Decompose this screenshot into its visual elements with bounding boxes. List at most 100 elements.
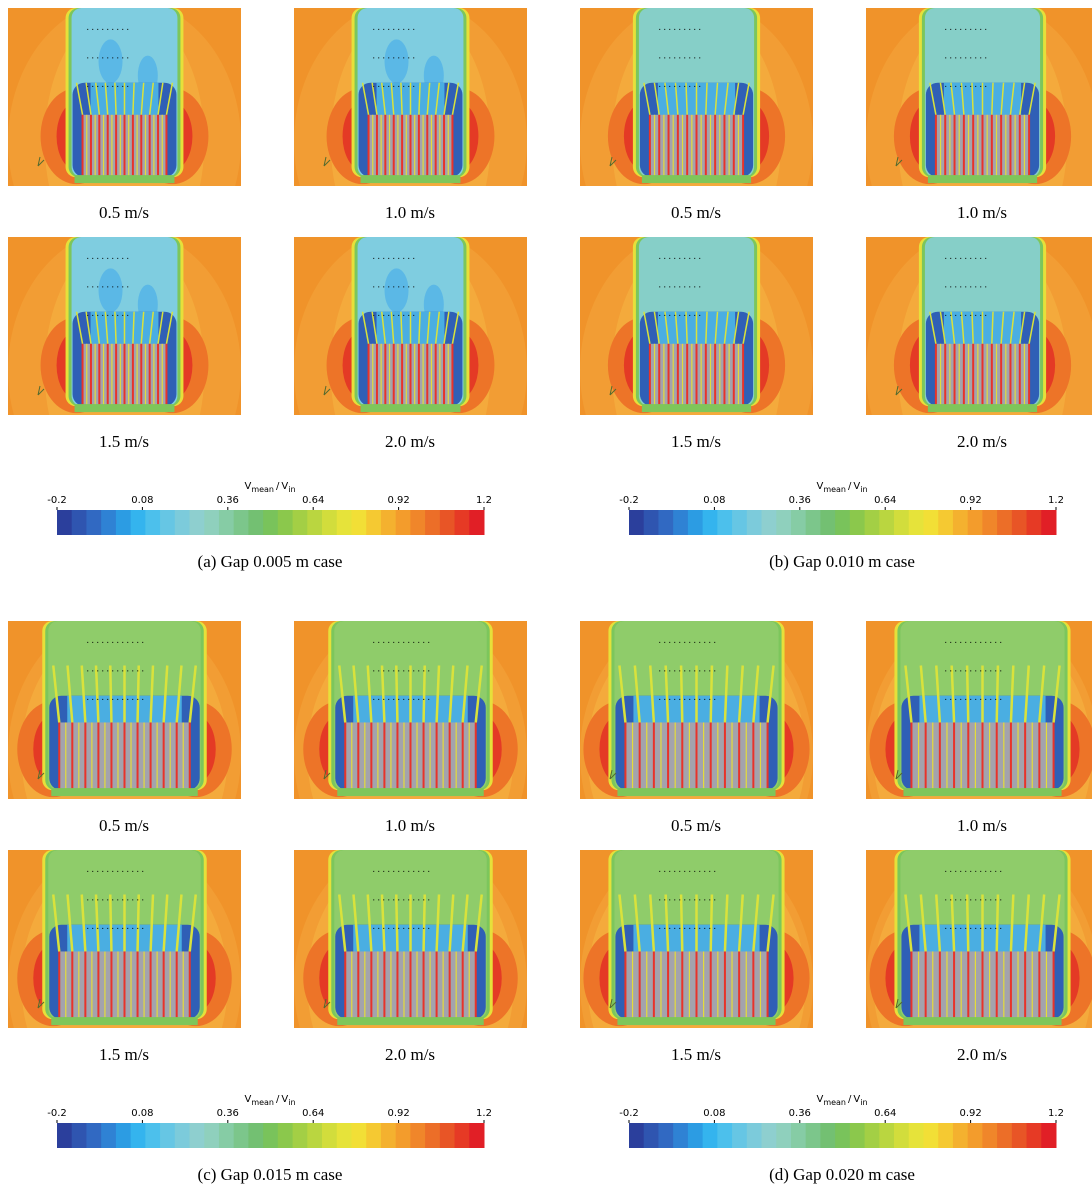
colorbar-swatch [175, 510, 190, 535]
subscript: in [288, 1098, 295, 1107]
base-strip [75, 404, 175, 412]
base-strip [642, 404, 751, 412]
colorbar-tick-label: 0.08 [703, 495, 725, 506]
vortex [99, 39, 123, 83]
colorbar-swatch [879, 1123, 894, 1148]
colorbar-swatch [747, 510, 762, 535]
colorbar-swatch [160, 510, 175, 535]
colorbar-swatch [396, 1123, 411, 1148]
colorbar-swatch [337, 510, 352, 535]
vortex [385, 39, 409, 83]
colorbar-swatch [732, 1123, 747, 1148]
colorbar-swatch [850, 1123, 865, 1148]
colorbar-swatch [909, 1123, 924, 1148]
colorbar-swatch [923, 510, 938, 535]
separator: / [848, 481, 852, 492]
colorbar-swatch [410, 510, 425, 535]
plot-label: 1.0 m/s [957, 816, 1007, 835]
colorbar-swatch [629, 510, 644, 535]
subscript: in [288, 485, 295, 494]
colorbar-swatch [425, 510, 440, 535]
colorbar-swatch [717, 1123, 732, 1148]
colorbar-swatch [835, 1123, 850, 1148]
colorbar-swatch [820, 510, 835, 535]
colorbar-swatch [248, 510, 263, 535]
contour-plot [294, 228, 527, 513]
base-strip [903, 1017, 1061, 1025]
colorbar-tick-label: 0.36 [789, 1108, 811, 1119]
colorbar-swatch [440, 1123, 455, 1148]
colorbar-swatch [673, 510, 688, 535]
colorbar-tick-label: -0.2 [619, 495, 639, 506]
colorbar-tick-label: 1.2 [476, 495, 492, 506]
contour-plot [8, 228, 241, 513]
plot-label: 1.0 m/s [385, 203, 435, 222]
colorbar-swatch [293, 510, 308, 535]
colorbar-tick-label: 0.36 [789, 495, 811, 506]
colorbar-swatch [1012, 1123, 1027, 1148]
colorbar-swatch [190, 510, 205, 535]
colorbar-swatch [820, 1123, 835, 1148]
colorbar-swatch [116, 1123, 131, 1148]
colorbar-swatch [248, 1123, 263, 1148]
separator: / [276, 481, 280, 492]
colorbar-swatch [658, 510, 673, 535]
base-strip [928, 404, 1037, 412]
colorbar-tick-label: 0.92 [959, 495, 981, 506]
colorbar-swatch [366, 1123, 381, 1148]
colorbar-swatch [717, 510, 732, 535]
plot-label: 1.5 m/s [671, 432, 721, 451]
jet [138, 666, 139, 723]
colorbar-swatch [953, 510, 968, 535]
colorbar-swatch [469, 510, 484, 535]
colorbar-tick-label: 1.2 [1048, 1108, 1064, 1119]
colorbar-swatch [982, 1123, 997, 1148]
colorbar-swatch [219, 510, 234, 535]
colorbar-swatch [263, 1123, 278, 1148]
contour-plot [866, 841, 1092, 1126]
colorbar-swatch [703, 1123, 718, 1148]
colorbar-swatch [190, 1123, 205, 1148]
colorbar-swatch [234, 1123, 249, 1148]
colorbar-swatch [806, 510, 821, 535]
colorbar-swatch [455, 1123, 470, 1148]
colorbar-swatch [688, 1123, 703, 1148]
base-strip [928, 175, 1037, 183]
colorbar-swatch [762, 510, 777, 535]
colorbar-swatch [101, 510, 116, 535]
colorbar-tick-label: 0.92 [959, 1108, 981, 1119]
colorbar-swatch [322, 510, 337, 535]
colorbar-swatch [791, 1123, 806, 1148]
colorbar-swatch [1041, 1123, 1056, 1148]
colorbar-swatch [688, 510, 703, 535]
colorbar-swatch [997, 510, 1012, 535]
base-strip [51, 788, 197, 796]
page: {"panels": [ {"caption": "(a) Gap 0.005 … [0, 0, 1092, 1190]
colorbar-tick-label: 1.2 [1048, 495, 1064, 506]
colorbar-swatch [381, 1123, 396, 1148]
colorbar-swatch [160, 1123, 175, 1148]
panel-caption: (b) Gap 0.010 m case [769, 552, 915, 571]
panel: 0.5 m/s1.0 m/s1.5 m/s2.0 m/s-0.20.080.36… [580, 612, 1092, 1184]
colorbar-swatch [145, 1123, 160, 1148]
colorbar-swatch [909, 510, 924, 535]
plot-label: 0.5 m/s [99, 203, 149, 222]
colorbar-swatch [278, 1123, 293, 1148]
jet [110, 666, 111, 723]
jet [681, 666, 682, 723]
base-strip [617, 1017, 775, 1025]
base-strip [642, 175, 751, 183]
subscript: mean [251, 485, 274, 494]
jet [967, 666, 968, 723]
colorbar-title: Vmean/Vin [244, 1094, 295, 1107]
plot-label: 1.5 m/s [99, 432, 149, 451]
subscript: mean [251, 1098, 274, 1107]
panel-caption: (d) Gap 0.020 m case [769, 1165, 915, 1184]
colorbar-swatch [732, 510, 747, 535]
base-strip [903, 788, 1061, 796]
colorbar-swatch [791, 510, 806, 535]
plot-label: 1.0 m/s [385, 816, 435, 835]
separator: / [848, 1094, 852, 1105]
base-strip [75, 175, 175, 183]
base-strip [361, 175, 461, 183]
